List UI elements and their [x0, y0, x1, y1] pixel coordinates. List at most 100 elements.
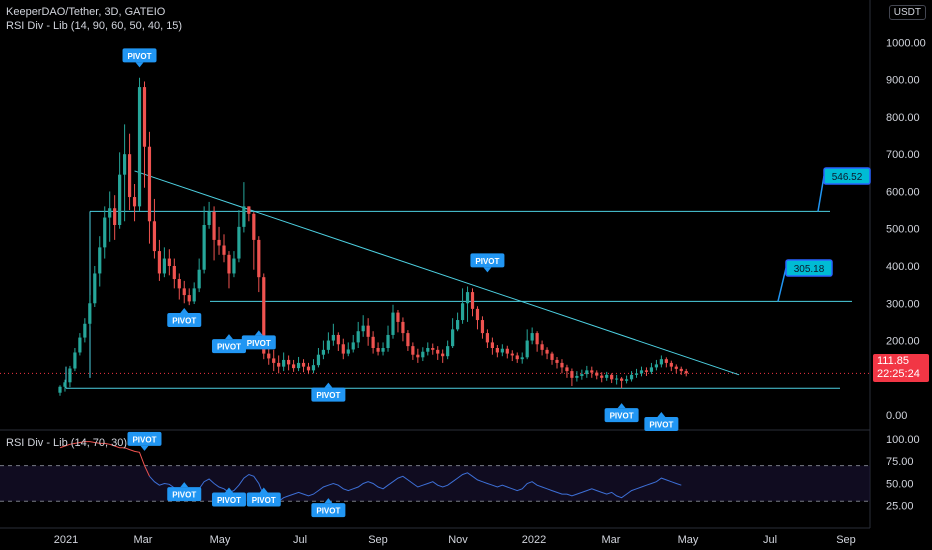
price-tick-label: 200.00	[886, 336, 920, 348]
price-pivot-box	[167, 313, 202, 328]
rsi-pivot-arrow	[259, 487, 268, 493]
time-tick-label: 2022	[522, 534, 546, 546]
price-pivot-arrow	[180, 308, 189, 314]
candle-body	[460, 303, 465, 321]
candle-body	[475, 308, 480, 321]
candle-body	[103, 217, 107, 248]
candle-body	[217, 239, 221, 246]
candle-body	[296, 362, 301, 369]
candle-body	[371, 336, 375, 348]
candle-body	[88, 303, 92, 324]
time-tick-label: Mar	[602, 534, 621, 546]
candle-body	[257, 239, 261, 278]
candle-body	[510, 353, 514, 356]
candle-body	[252, 213, 256, 240]
candle-body	[187, 295, 191, 302]
price-pivot-arrow	[483, 267, 492, 273]
candle-body	[446, 346, 450, 357]
candle-body	[172, 266, 176, 280]
candle-body	[525, 340, 529, 358]
candle-body	[118, 174, 122, 225]
symbol-title: KeeperDAO/Tether, 3D, GATEIO	[6, 6, 166, 18]
price-pivot-text: PIVOT	[649, 421, 673, 430]
candle-body	[649, 367, 654, 372]
time-tick-label: 2021	[54, 534, 78, 546]
candle-body	[242, 206, 246, 227]
candle-body	[456, 320, 460, 330]
candle-body	[530, 333, 534, 341]
candle-body	[147, 146, 152, 222]
candle-body	[465, 292, 470, 304]
candle-body	[351, 342, 355, 350]
time-tick-label: Jul	[763, 534, 777, 546]
candle-body	[157, 251, 161, 274]
candle-body	[669, 362, 673, 367]
candle-body	[341, 344, 345, 354]
price-tick-label: 300.00	[886, 298, 920, 310]
candle-body	[500, 348, 504, 353]
candle-body	[331, 334, 335, 341]
callout-305-box	[785, 259, 833, 277]
rsi-pivot-arrow	[180, 482, 189, 488]
candle-body	[624, 379, 629, 381]
candle-body	[207, 211, 211, 225]
price-tick-label: 700.00	[886, 149, 920, 161]
candle-body	[386, 334, 390, 348]
candle-body	[391, 312, 395, 335]
candle-body	[620, 378, 624, 381]
candle-body	[287, 359, 291, 365]
rsi-pivot-text: PIVOT	[252, 496, 276, 505]
candle-body	[142, 87, 147, 147]
candle-body	[326, 340, 330, 350]
price-tick-label: 900.00	[886, 75, 920, 87]
candle-body	[644, 370, 649, 372]
rsi-pivot-box	[127, 431, 162, 446]
price-tick-label: 500.00	[886, 224, 920, 236]
time-tick-label: Mar	[134, 534, 153, 546]
candle-body	[401, 321, 405, 334]
candle-body	[316, 354, 321, 366]
price-tick-label: 400.00	[886, 261, 920, 273]
candle-body	[83, 323, 87, 338]
rsi-pivot-box	[167, 487, 202, 502]
candle-body	[555, 359, 559, 363]
rsi-tick-label: 50.00	[886, 478, 914, 490]
candle-body	[550, 353, 554, 360]
price-pivot-box	[311, 387, 346, 402]
candle-body	[545, 349, 549, 354]
candle-body	[441, 353, 445, 357]
callout-305-label: 305.18	[794, 264, 825, 275]
candle-body	[277, 362, 281, 367]
price-pivot-box	[122, 48, 157, 63]
indicator-title: RSI Div - Lib (14, 90, 60, 50, 40, 15)	[6, 20, 183, 32]
price-pivot-text: PIVOT	[217, 343, 241, 352]
price-pivot-arrow	[224, 334, 233, 340]
candle-body	[356, 331, 360, 343]
price-pivot-text: PIVOT	[316, 391, 340, 400]
candle-body	[167, 258, 171, 266]
price-pivot-box	[211, 339, 246, 354]
candle-body	[451, 329, 455, 347]
candle-body	[98, 247, 102, 274]
rsi-tick-label: 100.00	[886, 434, 920, 446]
candle-body	[535, 333, 539, 345]
price-pivot-arrow	[324, 382, 333, 388]
candle-body	[470, 292, 475, 309]
candle-body	[311, 365, 316, 371]
currency-badge[interactable]: USDT	[888, 5, 926, 20]
candle-body	[654, 364, 658, 368]
time-tick-label: Nov	[448, 534, 468, 546]
rsi-pivot-text: PIVOT	[132, 435, 156, 444]
price-pivot-box	[470, 253, 505, 268]
rsi-pivot-text: PIVOT	[316, 507, 340, 516]
rsi-line-early	[59, 441, 150, 477]
candle-body	[376, 348, 380, 352]
candle-body	[197, 269, 201, 289]
price-tick-label: 600.00	[886, 186, 920, 198]
callout-546-box	[823, 167, 871, 185]
candle-body	[227, 254, 231, 274]
candle-body	[202, 225, 206, 270]
time-tick-label: Sep	[836, 534, 856, 546]
price-pivot-box	[604, 408, 639, 423]
